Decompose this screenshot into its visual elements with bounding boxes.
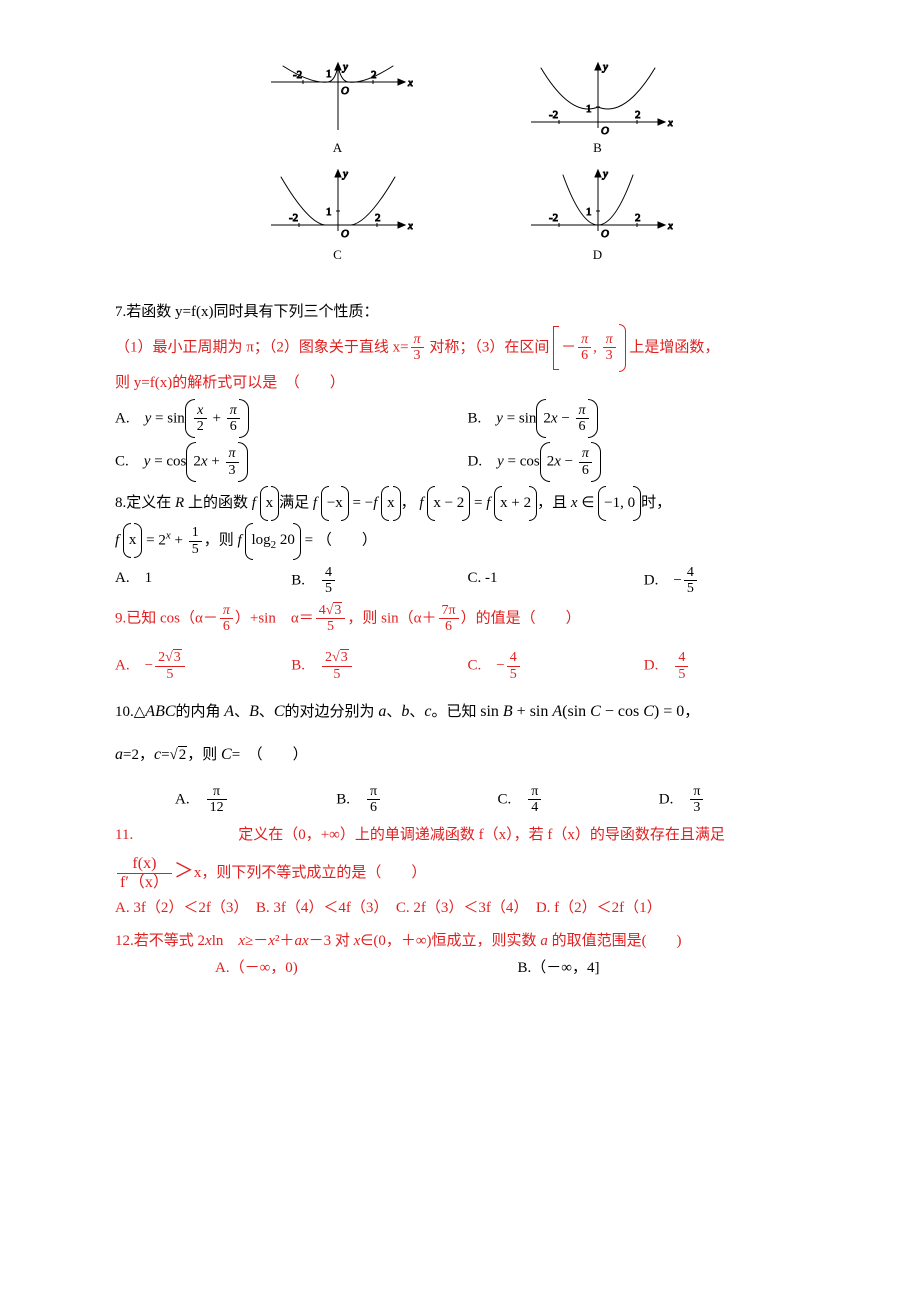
q9-opt-d: D. 45 [644, 650, 820, 682]
q8-opt-b: B. 45 [291, 565, 467, 597]
q8-stem: 8.定义在 R 上的函数 f x满足 f −x = −f x， f x − 2 … [115, 490, 820, 517]
q9-opt-c: C. −45 [468, 650, 644, 682]
plot-b-svg: x y O 1 -2 2 [523, 60, 673, 138]
paren: 2x − π6 [540, 442, 601, 482]
plot-c-svg: x y O 1 -2 2 [263, 167, 413, 245]
question-7: 7.若函数 y=f(x)同时具有下列三个性质： （1）最小正周期为 π；（2）图… [115, 299, 820, 484]
q10-stem: 10.△ABC的内角 A、B、C的对边分别为 a、b、c。已知 sin B + … [115, 698, 820, 727]
q7-options: A. y = sinx2 + π6 B. y = sin2x − π6 C. y… [115, 397, 820, 485]
svg-text:1: 1 [326, 68, 332, 80]
svg-text:O: O [341, 228, 349, 240]
svg-text:1: 1 [586, 206, 592, 218]
svg-text:2: 2 [635, 109, 641, 121]
figure-c-label: C [263, 243, 413, 266]
svg-text:x: x [407, 77, 413, 89]
q10-opt-b: B. π6 [336, 784, 497, 816]
paren: 2x + π3 [186, 442, 247, 482]
figure-b: x y O 1 -2 2 B [523, 60, 673, 165]
svg-text:2: 2 [635, 212, 641, 224]
svg-text:2: 2 [375, 212, 381, 224]
figure-row-2: x y O 1 -2 2 C [115, 167, 820, 272]
question-9: 9.已知 cos（α－π6）+sin α＝435，则 sin（α＋7π6）的值是… [115, 603, 820, 683]
q8-options: A. 1 B. 45 C. -1 D. −45 [115, 565, 820, 597]
question-10: 10.△ABC的内角 A、B、C的对边分别为 a、b、c。已知 sin B + … [115, 698, 820, 815]
q8-opt-a: A. 1 [115, 565, 291, 597]
svg-text:x: x [667, 220, 673, 232]
interval-bracket: －π6, π3 [553, 326, 626, 370]
plot-d-svg: x y O 1 -2 2 [523, 167, 673, 245]
q10-opt-a: A. π12 [175, 784, 336, 816]
q10-eq: sin B + sin A(sin C − cos C) = 0 [480, 703, 684, 720]
svg-text:1: 1 [326, 206, 332, 218]
figure-c: x y O 1 -2 2 C [263, 167, 413, 272]
q9-opt-a: A. −235 [115, 650, 291, 682]
q7-opt-c: C. y = cos2x + π3 [115, 442, 468, 482]
figure-row-1: x y O 1 -2 2 A x [115, 60, 820, 165]
q11-stem: 11. 定义在（0，+∞）上的单调递减函数 f（x），若 f（x）的导函数存在且… [115, 822, 820, 849]
q8-line2: f x = 2x + 15，则 f log2 20 = （ ） [115, 525, 820, 557]
svg-text:y: y [602, 168, 608, 180]
q12-stem: 12.若不等式 2xln x≥－x²＋ax－3 对 x∈(0，＋∞)恒成立，则实… [115, 933, 682, 949]
svg-text:y: y [602, 61, 608, 73]
q10-opt-c: C. π4 [498, 784, 659, 816]
log-arg: log2 20 [245, 527, 300, 556]
q8-opt-c: C. -1 [468, 565, 644, 597]
question-12: 12.若不等式 2xln x≥－x²＋ax－3 对 x∈(0，＋∞)恒成立，则实… [115, 928, 820, 982]
svg-text:-2: -2 [289, 212, 298, 224]
q11-line2: f(x)f′（x）＞x，则下列不等式成立的是（ ） [115, 853, 820, 892]
svg-text:x: x [407, 220, 413, 232]
paren: 2x − π6 [536, 399, 597, 439]
question-8: 8.定义在 R 上的函数 f x满足 f −x = −f x， f x − 2 … [115, 490, 820, 597]
figure-d: x y O 1 -2 2 D [523, 167, 673, 272]
svg-text:-2: -2 [549, 109, 558, 121]
svg-text:-2: -2 [549, 212, 558, 224]
q12-opt-b: B.（－∞，4] [518, 955, 821, 982]
svg-text:2: 2 [371, 69, 377, 81]
frac-f-over-fprime: f(x)f′（x） [117, 855, 172, 891]
figure-grid: x y O 1 -2 2 A x [115, 60, 820, 273]
q8-opt-d: D. −45 [644, 565, 820, 597]
figure-a-label: A [263, 136, 413, 159]
q11-options: A. 3f（2）＜2f（3） B. 3f（4）＜4f（3） C. 2f（3）＜3… [115, 895, 820, 922]
figure-a: x y O 1 -2 2 A [263, 60, 413, 165]
q12-opt-a: A.（－∞，0) [215, 955, 518, 982]
plot-a-svg: x y O 1 -2 2 [263, 60, 413, 138]
pi-over-3: π3 [411, 332, 424, 364]
figure-d-label: D [523, 243, 673, 266]
svg-text:x: x [667, 117, 673, 129]
svg-text:O: O [601, 228, 609, 240]
figure-b-label: B [523, 136, 673, 159]
q7-line3: 则 y=f(x)的解析式可以是 （ ） [115, 370, 820, 397]
svg-text:y: y [342, 168, 348, 180]
q12-options: A.（－∞，0) B.（－∞，4] [215, 955, 820, 982]
q10-opt-d: D. π3 [659, 784, 820, 816]
q9-options: A. −235 B. 235 C. −45 D. 45 [115, 650, 820, 682]
q7-props: （1）最小正周期为 π；（2）图象关于直线 x=π3 对称；（3）在区间 －π6… [115, 326, 820, 370]
svg-text:O: O [341, 85, 349, 97]
q9-opt-b: B. 235 [291, 650, 467, 682]
q10-options: A. π12 B. π6 C. π4 D. π3 [175, 784, 820, 816]
paren: x2 + π6 [185, 399, 249, 439]
q7-opt-a: A. y = sinx2 + π6 [115, 399, 468, 439]
q7-stem: 7.若函数 y=f(x)同时具有下列三个性质： [115, 299, 820, 326]
q10-line2: a=2，c=2，则 C= （ ） [115, 741, 820, 770]
svg-text:y: y [342, 61, 348, 73]
question-11: 11. 定义在（0，+∞）上的单调递减函数 f（x），若 f（x）的导函数存在且… [115, 822, 820, 923]
q7-opt-b: B. y = sin2x − π6 [468, 399, 821, 439]
svg-text:-2: -2 [293, 69, 302, 81]
q7-opt-d: D. y = cos2x − π6 [468, 442, 821, 482]
q9-stem: 9.已知 cos（α－π6）+sin α＝435，则 sin（α＋7π6）的值是… [115, 603, 820, 635]
